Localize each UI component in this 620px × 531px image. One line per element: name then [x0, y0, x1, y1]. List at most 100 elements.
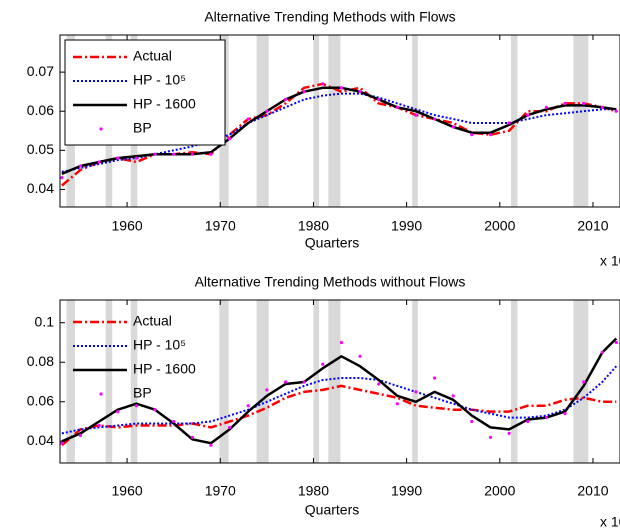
legend-label: HP - 1600 [133, 96, 196, 112]
bp-point [377, 97, 381, 102]
bp-point [78, 164, 83, 168]
bp-point [283, 380, 288, 384]
x-multiplier: x 10 [600, 253, 620, 269]
x-tick-label: 2010 [577, 218, 608, 234]
bp-point [283, 97, 288, 102]
x-tick-label: 2000 [484, 483, 515, 499]
bp-point [190, 152, 194, 156]
bp-point [227, 425, 232, 430]
bp-point [526, 419, 530, 424]
bp-point [544, 105, 548, 109]
y-tick-label: 0.06 [27, 392, 54, 408]
axes-box [59, 34, 620, 208]
recession-band [256, 35, 269, 207]
axes-box [59, 299, 620, 464]
bp-point [432, 376, 437, 380]
x-tick-label: 1980 [298, 218, 329, 234]
bp-point [78, 433, 83, 437]
legend-swatch [99, 127, 103, 131]
recession-band [412, 35, 418, 207]
bp-point [339, 340, 343, 345]
bp-point [60, 176, 64, 180]
x-tick-label: 1970 [205, 483, 236, 499]
bp-point [209, 443, 213, 447]
y-tick-label: 0.07 [27, 63, 54, 79]
bp-point [172, 419, 176, 424]
y-tick-label: 0.04 [27, 432, 54, 448]
bp-point [563, 412, 567, 416]
bp-point [488, 133, 493, 137]
bp-point [614, 340, 618, 345]
y-tick-label: 0.05 [27, 141, 54, 157]
x-tick-label: 1960 [112, 483, 143, 499]
legend-label: BP [133, 120, 152, 136]
bp-point [414, 113, 418, 117]
bp-point [582, 101, 586, 106]
x-multiplier: x 10 [600, 514, 620, 530]
bp-point [116, 410, 120, 414]
recession-band [573, 300, 589, 463]
bp-point [563, 101, 567, 106]
chart-title: Alternative Trending Methods without Flo… [195, 274, 466, 290]
x-tick-label: 1960 [112, 218, 143, 234]
chart-title: Alternative Trending Methods with Flows [204, 9, 455, 25]
bp-point [377, 382, 381, 386]
y-tick-label: 0.04 [27, 180, 54, 196]
bp-point [246, 117, 250, 121]
bp-point [600, 350, 604, 354]
bp-point [544, 415, 548, 420]
bp-point [507, 121, 511, 125]
bp-point [116, 156, 120, 160]
legend-label: HP - 10⁵ [133, 72, 186, 88]
bp-point [600, 105, 604, 109]
bp-point [614, 109, 618, 113]
bp-point [134, 404, 139, 408]
bp-point [321, 362, 325, 366]
legend-label: BP [133, 385, 152, 401]
recession-band [328, 300, 341, 463]
bp-point [321, 82, 325, 86]
bp-point [470, 133, 474, 137]
recession-band [328, 35, 341, 207]
series-line [61, 92, 617, 173]
x-axis-label: Quarters [305, 502, 359, 518]
recession-band [219, 300, 229, 463]
legend-label: HP - 10⁵ [133, 337, 186, 353]
recession-band [573, 35, 589, 207]
recession-band [130, 300, 138, 463]
recession-band [313, 300, 320, 463]
bp-point [451, 394, 455, 398]
bp-point [265, 109, 269, 113]
bp-point [395, 105, 399, 109]
bp-point [153, 152, 157, 156]
recession-band [412, 300, 418, 463]
bp-point [451, 125, 455, 129]
bp-point [432, 117, 437, 121]
bp-point [507, 431, 511, 435]
bp-point [97, 423, 101, 428]
x-tick-label: 2000 [484, 218, 515, 234]
plot-clip [60, 300, 618, 463]
recession-band [105, 300, 113, 463]
bp-point [302, 380, 306, 384]
bp-point [488, 435, 493, 439]
recession-band [256, 300, 269, 463]
bp-point [339, 86, 343, 90]
bp-point [246, 404, 250, 408]
bp-point [470, 419, 474, 424]
y-tick-label: 0.08 [27, 353, 54, 369]
legend-label: Actual [133, 48, 172, 64]
bp-point [358, 90, 362, 94]
recession-band [66, 300, 75, 463]
bp-point [414, 390, 418, 394]
x-axis-label: Quarters [305, 235, 359, 251]
bp-point [265, 388, 269, 392]
x-tick-label: 1970 [205, 218, 236, 234]
y-tick-label: 0.1 [35, 313, 55, 329]
series-line [61, 365, 618, 435]
bp-point [395, 402, 399, 406]
bp-point [302, 90, 306, 94]
x-tick-label: 1980 [298, 483, 329, 499]
